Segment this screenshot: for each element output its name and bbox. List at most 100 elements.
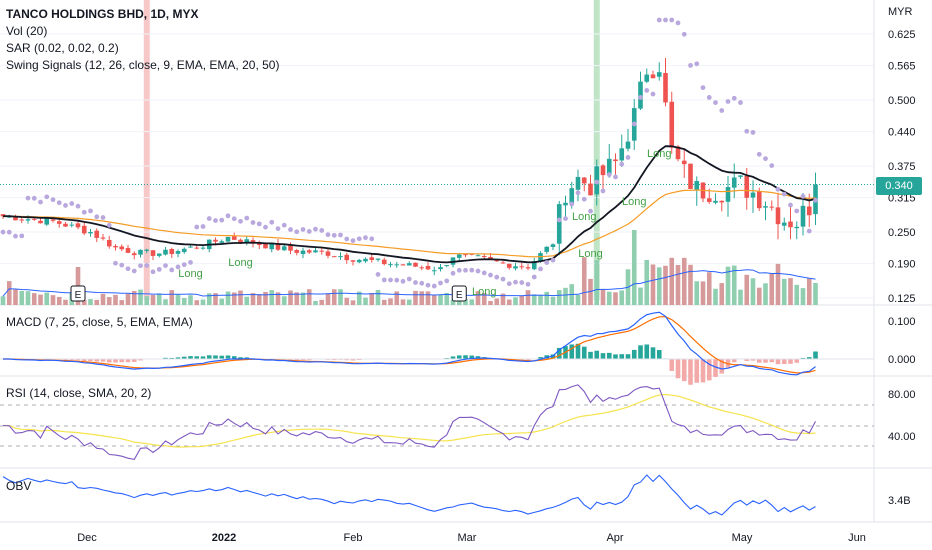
- sar-dot: [231, 216, 237, 222]
- highlight-red-band: [143, 0, 150, 300]
- sar-dot: [613, 174, 618, 180]
- volume-bar: [763, 283, 768, 305]
- volume-bar: [556, 290, 562, 305]
- volume-bar: [619, 290, 625, 305]
- volume-bar: [163, 299, 168, 305]
- candle-body: [588, 183, 593, 196]
- sar-dot: [356, 236, 362, 242]
- macd-histogram-bar: [163, 357, 168, 359]
- obv-pane: [2, 474, 816, 516]
- candle-body: [494, 259, 500, 262]
- sar-dot: [775, 186, 781, 192]
- volume-bar: [181, 298, 187, 305]
- earnings-label: E: [75, 290, 82, 301]
- macd-histogram-bar: [119, 359, 125, 363]
- candle-body: [750, 192, 756, 198]
- volume-bar: [731, 265, 737, 305]
- volume-bar: [325, 293, 331, 305]
- candle-body: [613, 159, 618, 162]
- volume-bar: [544, 291, 550, 305]
- volume-bar: [594, 260, 600, 305]
- volume-bar: [350, 300, 356, 305]
- rsi-legend[interactable]: RSI (14, close, SMA, 20, 2): [6, 386, 152, 400]
- sar-dot: [781, 191, 787, 197]
- volume-bar: [244, 296, 250, 305]
- volume-bar: [150, 294, 156, 305]
- volume-bar: [650, 264, 656, 305]
- candle-body: [606, 158, 612, 175]
- volume-bar: [513, 297, 518, 305]
- macd-legend[interactable]: MACD (7, 25, close, 5, EMA, EMA): [6, 315, 193, 329]
- indicator-vol[interactable]: Vol (20): [6, 24, 48, 38]
- volume-bar: [13, 289, 18, 305]
- sar-dot: [606, 172, 612, 178]
- macd-histogram-bar: [806, 357, 812, 359]
- volume-bar: [631, 230, 637, 305]
- candle-body: [275, 243, 281, 250]
- volume-bar: [125, 293, 131, 305]
- macd-histogram-bar: [238, 357, 243, 359]
- candle-body: [581, 177, 587, 184]
- candle-body: [531, 261, 537, 270]
- candle-body: [325, 251, 331, 256]
- sar-dot: [538, 266, 543, 272]
- volume-bar: [363, 297, 368, 305]
- sar-dot: [325, 232, 331, 238]
- sar-dot: [750, 129, 756, 135]
- macd-histogram-bar: [288, 359, 293, 361]
- sar-dot: [63, 203, 68, 208]
- price-tick-label: 0.250: [888, 227, 916, 239]
- obv-legend[interactable]: OBV: [6, 479, 32, 493]
- macd-histogram-bar: [575, 343, 581, 359]
- volume-bar: [0, 296, 6, 305]
- volume-bar: [381, 299, 387, 305]
- candle-body: [419, 267, 425, 269]
- rsi-tick-label: 80.00: [888, 389, 916, 401]
- parabolic-sar-dots: [0, 17, 818, 289]
- sar-dot: [800, 193, 806, 199]
- volume-bar: [494, 298, 500, 305]
- volume-bar: [200, 299, 206, 305]
- candle-body: [706, 198, 712, 202]
- candle-body: [363, 258, 368, 262]
- sar-dot: [794, 208, 800, 214]
- macd-histogram-bar: [600, 353, 606, 359]
- chart-title[interactable]: TANCO HOLDINGS BHD, 1D, MYX: [6, 7, 199, 21]
- indicator-sar[interactable]: SAR (0.02, 0.02, 0.2): [6, 41, 119, 55]
- candle-body: [319, 250, 325, 252]
- candle-body: [294, 250, 300, 253]
- candle-body: [56, 221, 62, 224]
- candle-body: [369, 257, 375, 260]
- volume-bar: [706, 272, 712, 305]
- long-signal-label: Long: [647, 148, 671, 160]
- candle-body: [156, 253, 162, 256]
- candle-body: [300, 250, 306, 255]
- sar-dot: [38, 199, 43, 205]
- sar-dot: [681, 31, 687, 37]
- candle-body: [438, 267, 443, 270]
- candle-body: [406, 263, 412, 266]
- candlesticks: [0, 57, 818, 276]
- volume-bar: [50, 295, 56, 305]
- volume-bar: [538, 294, 543, 305]
- candle-body: [694, 181, 700, 190]
- candle-body: [106, 239, 112, 247]
- macd-histogram-bar: [550, 354, 556, 359]
- rsi-pane: [0, 384, 874, 461]
- indicator-swing-signals[interactable]: Swing Signals (12, 26, close, 9, EMA, EM…: [6, 58, 280, 72]
- volume-bar: [413, 290, 418, 305]
- volume-bar: [700, 281, 706, 305]
- macd-histogram-bar: [194, 356, 200, 359]
- sar-dot: [6, 229, 12, 235]
- sar-dot: [431, 283, 437, 289]
- sar-dot: [763, 156, 768, 162]
- sar-dot: [806, 228, 812, 234]
- macd-histogram-bar: [706, 359, 712, 381]
- sar-dot: [169, 267, 175, 273]
- sar-dot: [294, 229, 300, 235]
- sar-dot: [388, 277, 393, 283]
- volume-bar: [25, 291, 31, 305]
- sar-dot: [131, 268, 137, 274]
- volume-bars: [0, 230, 818, 305]
